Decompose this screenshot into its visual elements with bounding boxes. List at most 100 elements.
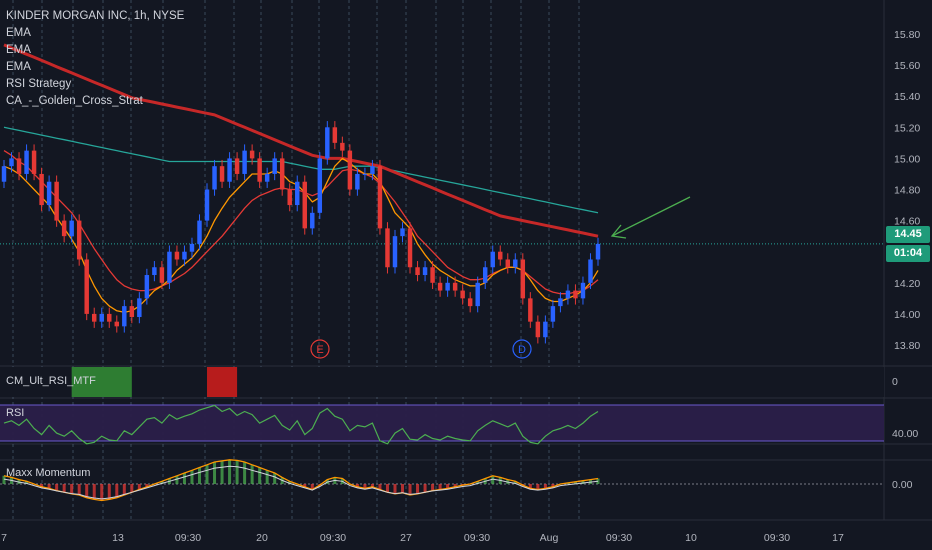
legend-golden-cross[interactable]: CA_-_Golden_Cross_Strat [6, 95, 143, 107]
candle [347, 150, 353, 190]
legend-ema-2[interactable]: EMA [6, 44, 31, 56]
momentum-bar [363, 484, 367, 489]
momentum-bar [551, 484, 555, 487]
candle [31, 150, 37, 174]
momentum-bar [408, 484, 412, 495]
price-tick: 14.80 [894, 185, 920, 197]
candle [355, 173, 360, 190]
candle [264, 173, 270, 182]
time-tick: 7 [1, 532, 7, 544]
candle [54, 181, 59, 221]
momentum-bar [62, 484, 66, 493]
momentum-bar [145, 484, 149, 487]
candle [69, 220, 74, 237]
momentum-bar [122, 484, 126, 495]
momentum-bar [243, 462, 247, 484]
candle [475, 282, 480, 307]
momentum-bar [355, 484, 359, 487]
candle [558, 298, 563, 307]
candle [370, 166, 375, 174]
momentum-bar [220, 460, 224, 484]
momentum-bar [228, 459, 232, 484]
sma-long-line [3, 126, 599, 214]
candle [279, 158, 285, 190]
time-tick: 13 [112, 532, 124, 544]
time-tick: 20 [256, 532, 268, 544]
candle [167, 251, 172, 283]
candle [407, 228, 413, 268]
rsi-line [3, 404, 599, 445]
legend-rsi-strategy[interactable]: RSI Strategy [6, 78, 72, 90]
candle [204, 189, 210, 221]
momentum-bar [393, 484, 397, 494]
dividend-marker-label: D [518, 344, 526, 356]
momentum-bar [596, 478, 600, 484]
countdown-badge: 01:04 [886, 245, 930, 262]
candle [39, 173, 44, 206]
momentum-bar [250, 464, 254, 484]
time-tick: 09:30 [175, 532, 201, 544]
candle [227, 158, 232, 182]
candle [287, 189, 292, 206]
arrow-shaft [611, 196, 691, 237]
dividend-marker: D [512, 339, 532, 359]
momentum-bar [385, 484, 389, 493]
candle [84, 259, 89, 314]
price-tick: 14.00 [894, 309, 920, 321]
momentum-bar [438, 484, 442, 490]
momentum-bar [77, 484, 81, 495]
candle [152, 267, 157, 276]
indicator-lines [3, 43, 599, 313]
candle [114, 321, 120, 327]
legend: KINDER MORGAN INC, 1h, NYSE EMA EMA EMA … [6, 8, 184, 110]
candle [197, 220, 202, 244]
lower-panes [0, 367, 884, 502]
last-price-badge: 14.45 [886, 226, 930, 243]
momentum-bar [115, 484, 119, 498]
candle [565, 290, 571, 299]
momentum-bar [273, 473, 277, 484]
candle [482, 267, 488, 283]
candle [595, 243, 601, 260]
arrow-annotation [610, 196, 691, 239]
momentum-bar [370, 484, 374, 487]
momentum-bar [423, 484, 427, 493]
ema-fast-line [3, 157, 599, 313]
legend-symbol[interactable]: KINDER MORGAN INC, 1h, NYSE [6, 10, 185, 22]
candle [513, 259, 518, 268]
candle [400, 228, 405, 237]
candle [535, 321, 541, 338]
momentum-bar [213, 462, 217, 484]
momentum-bar [491, 475, 495, 484]
momentum-bar [100, 484, 104, 501]
rsi-band [0, 405, 884, 441]
legend-ema-1[interactable]: EMA [6, 27, 31, 39]
legend-ema-3[interactable]: EMA [6, 61, 31, 73]
candle [543, 321, 548, 338]
price-tick: 15.00 [894, 153, 920, 165]
momentum-label[interactable]: Maxx Momentum [6, 467, 91, 479]
cm-rsi-label[interactable]: CM_Ult_RSI_MTF [6, 375, 96, 387]
rsi-label[interactable]: RSI [6, 407, 25, 419]
time-tick: 17 [832, 532, 844, 544]
candle [249, 150, 255, 159]
candle [76, 220, 82, 260]
momentum-bar [528, 484, 532, 489]
time-tick: 09:30 [606, 532, 632, 544]
momentum-bar [40, 484, 44, 487]
momentum-bar [581, 480, 585, 484]
candle [310, 212, 315, 229]
cm-rsi-block [207, 367, 238, 397]
momentum-bar [92, 484, 96, 500]
candle [302, 181, 307, 229]
candle [159, 267, 165, 283]
momentum-bar [573, 481, 577, 484]
momentum-bar [431, 484, 435, 491]
momentum-bar [47, 484, 51, 489]
candle [46, 181, 52, 206]
candle [242, 150, 247, 174]
price-tick: 15.80 [894, 29, 920, 41]
